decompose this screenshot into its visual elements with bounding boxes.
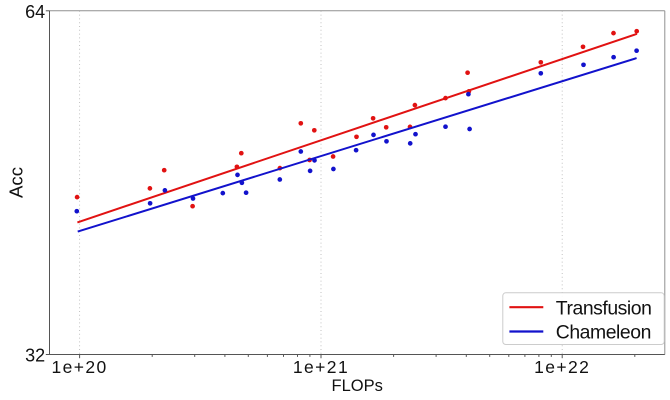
svg-text:64: 64: [25, 2, 45, 22]
svg-text:1e+21: 1e+21: [293, 357, 349, 377]
svg-text:FLOPs: FLOPs: [332, 377, 383, 395]
svg-text:Transfusion: Transfusion: [556, 298, 652, 320]
svg-text:1e+22: 1e+22: [534, 357, 590, 377]
svg-text:Acc: Acc: [6, 167, 27, 198]
svg-text:Chameleon: Chameleon: [556, 322, 651, 344]
svg-text:32: 32: [25, 345, 45, 365]
svg-text:1e+20: 1e+20: [52, 357, 108, 377]
